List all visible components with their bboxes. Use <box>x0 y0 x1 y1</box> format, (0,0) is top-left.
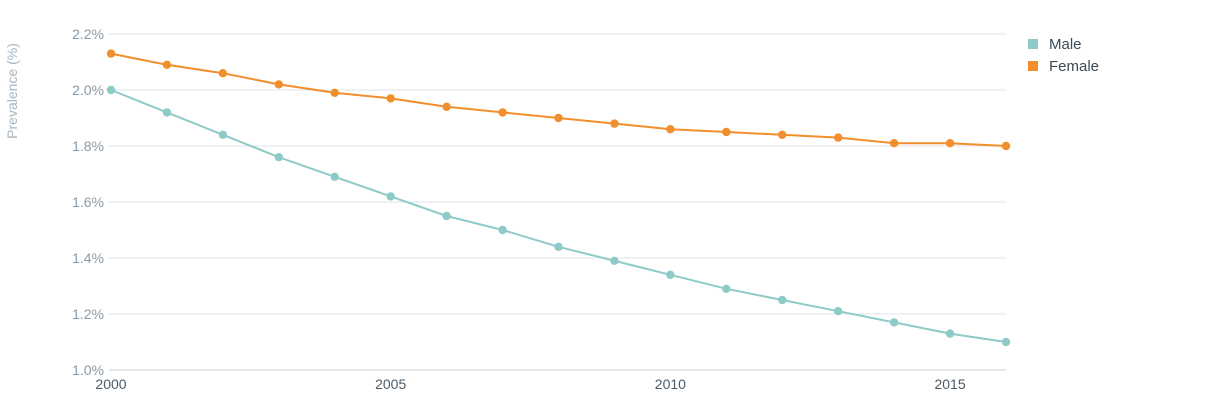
data-point-female[interactable] <box>889 139 899 148</box>
x-axis-ticks: 2000 2005 2010 2015 <box>95 376 965 392</box>
legend-item-female[interactable]: Female <box>1028 55 1099 77</box>
data-point-male[interactable] <box>778 295 787 305</box>
legend-label-female: Female <box>1049 57 1100 75</box>
data-point-male[interactable] <box>218 130 228 139</box>
data-point-female[interactable] <box>666 125 675 134</box>
data-point-female[interactable] <box>274 80 284 89</box>
data-point-male[interactable] <box>610 256 619 265</box>
legend-label-male: Male <box>1049 35 1082 53</box>
data-point-male[interactable] <box>722 284 731 293</box>
gridlines <box>109 33 1006 371</box>
x-tick-label: 2000 <box>95 376 126 392</box>
data-point-male[interactable] <box>498 225 507 235</box>
data-point-male[interactable] <box>833 307 843 316</box>
data-point-male[interactable] <box>554 242 563 251</box>
y-tick-label: 1.6% <box>72 194 104 210</box>
data-point-male[interactable] <box>889 318 899 327</box>
y-tick-label: 1.0% <box>72 362 104 378</box>
series-female <box>106 49 1011 151</box>
y-tick-label: 2.0% <box>72 82 104 98</box>
data-point-male[interactable] <box>666 270 675 279</box>
data-point-female[interactable] <box>386 94 395 103</box>
data-point-female[interactable] <box>498 108 507 117</box>
data-point-female[interactable] <box>722 127 731 137</box>
series-lines <box>106 49 1011 347</box>
data-point-female[interactable] <box>442 102 451 112</box>
y-tick-label: 1.8% <box>72 138 104 154</box>
y-tick-label: 2.2% <box>72 26 104 42</box>
data-point-female[interactable] <box>330 88 339 98</box>
legend: Male Female <box>1028 33 1099 77</box>
data-point-female[interactable] <box>106 49 116 58</box>
series-line-male <box>110 89 1007 343</box>
x-tick-label: 2010 <box>655 376 686 392</box>
data-point-female[interactable] <box>833 133 843 142</box>
data-point-female[interactable] <box>218 69 228 78</box>
data-point-male[interactable] <box>106 85 116 95</box>
legend-swatch-female <box>1028 61 1038 71</box>
y-axis-title: Prevalence (%) <box>4 43 20 139</box>
y-axis-ticks: 1.0% 1.2% 1.4% 1.6% 1.8% 2.0% 2.2% <box>72 26 104 378</box>
series-male <box>106 85 1011 347</box>
series-line-female <box>110 52 1007 147</box>
data-point-female[interactable] <box>162 60 172 69</box>
data-point-male[interactable] <box>386 192 395 201</box>
data-point-male[interactable] <box>330 172 339 181</box>
x-tick-label: 2005 <box>375 376 406 392</box>
y-tick-label: 1.4% <box>72 250 104 266</box>
data-point-male[interactable] <box>945 329 955 338</box>
data-point-female[interactable] <box>945 139 955 148</box>
data-point-female[interactable] <box>778 130 787 139</box>
legend-item-male[interactable]: Male <box>1028 33 1099 55</box>
data-point-female[interactable] <box>1001 141 1011 151</box>
data-point-male[interactable] <box>1001 337 1011 347</box>
data-point-male[interactable] <box>162 108 172 117</box>
data-point-female[interactable] <box>610 119 619 128</box>
data-point-male[interactable] <box>442 211 451 221</box>
x-tick-label: 2015 <box>934 376 965 392</box>
legend-swatch-male <box>1028 39 1038 49</box>
data-point-male[interactable] <box>274 153 284 162</box>
y-tick-label: 1.2% <box>72 306 104 322</box>
data-point-female[interactable] <box>554 113 563 123</box>
